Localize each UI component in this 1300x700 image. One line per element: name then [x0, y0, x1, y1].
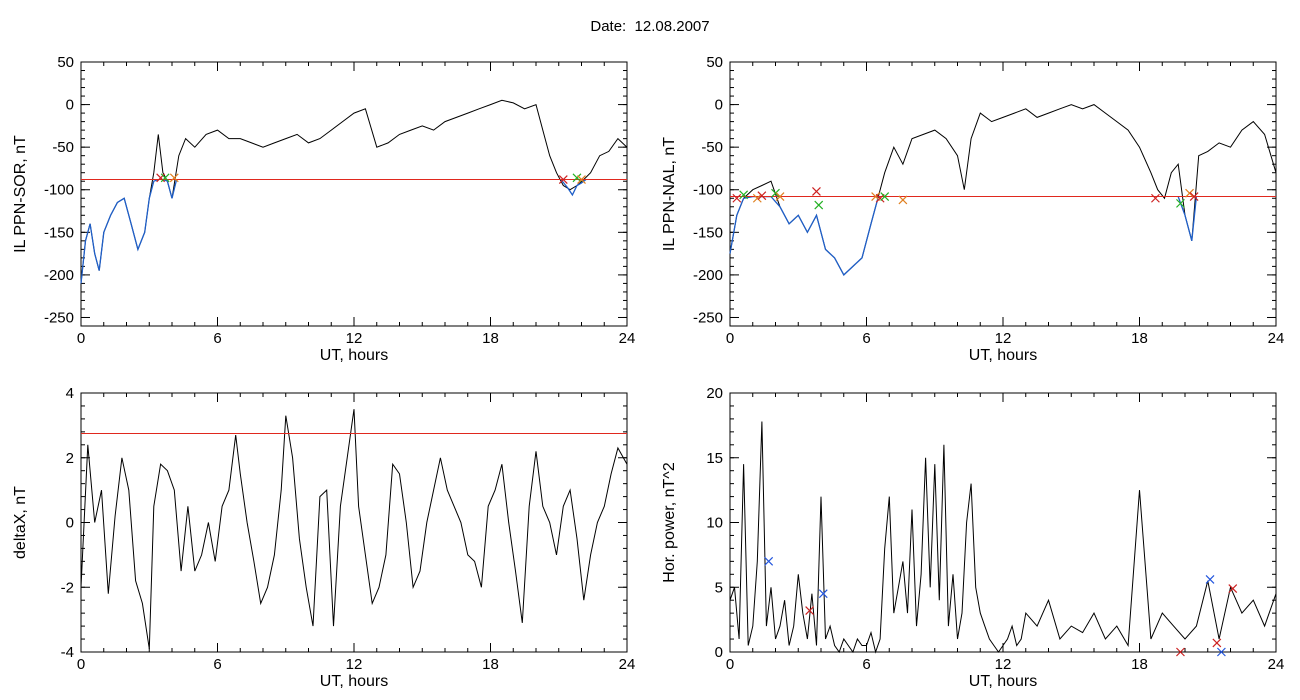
- panel-1-trace-line: [80, 99, 628, 284]
- panel-4-event-marker: [805, 606, 815, 615]
- panel-3-xtick-label: 18: [482, 656, 499, 673]
- panel-3-trace-line: [80, 409, 628, 649]
- panel-4-event-marker: [1176, 647, 1185, 657]
- panel-3-ytick-label: 0: [66, 515, 74, 532]
- panel-2-event-marker: [1189, 192, 1199, 201]
- panel-1-ytick-label: -100: [44, 182, 74, 199]
- panel-2-ytick-label: -250: [693, 309, 723, 326]
- panel-2-event-marker: [871, 192, 881, 201]
- page-title: Date: 12.08.2007: [590, 18, 710, 35]
- panel-4-xtick-label: 0: [726, 656, 734, 673]
- panel-1-ytick-label: 0: [66, 97, 74, 114]
- panel-2-ytick-label: -150: [693, 224, 723, 241]
- panel-2-event-marker: [771, 188, 780, 198]
- panel-2-event-marker: [732, 193, 742, 203]
- panel-4-event-marker: [1212, 638, 1222, 648]
- panel-3-frame: [80, 392, 628, 653]
- panel-2-ytick-label: -100: [693, 182, 723, 199]
- panel-3-xtick-label: 6: [213, 656, 221, 673]
- panel-2-xlabel: UT, hours: [969, 347, 1037, 364]
- panel-4-xlabel: UT, hours: [969, 673, 1037, 690]
- panel-2-event-marker: [1185, 188, 1194, 198]
- panel-2-xtick-label: 0: [726, 330, 734, 347]
- panel-1-xlabel: UT, hours: [320, 347, 388, 364]
- panel-4-event-marker: [1228, 584, 1238, 593]
- panel-4-xtick-label: 18: [1131, 656, 1148, 673]
- panel-1-event-marker: [160, 173, 170, 183]
- panel-3-ytick-label: 2: [66, 450, 74, 467]
- panel-2-xtick-label: 6: [862, 330, 870, 347]
- panel-3-ytick-label: 4: [66, 385, 74, 402]
- panel-1-xtick-label: 18: [482, 330, 499, 347]
- panel-2-ytick-label: -200: [693, 267, 723, 284]
- panel-4-xtick-label: 12: [995, 656, 1012, 673]
- panel-2-event-marker: [898, 195, 908, 205]
- panel-1-xtick-label: 12: [346, 330, 363, 347]
- panel-4-ytick-label: 10: [706, 515, 723, 532]
- panel-1-ytick-label: -250: [44, 309, 74, 326]
- panel-2-event-marker: [775, 192, 785, 201]
- panel-2-event-marker: [757, 191, 767, 201]
- panel-4-event-marker: [1205, 575, 1215, 584]
- panel-1-frame: [80, 61, 628, 327]
- panel-3-ylabel: deltaX, nT: [12, 486, 29, 559]
- panel-2-event-marker: [752, 193, 762, 203]
- panel-4-ytick-label: 15: [706, 450, 723, 467]
- panel-2-ylabel: IL PPN-NAL, nT: [661, 137, 678, 251]
- panel-4-ytick-label: 5: [715, 579, 723, 596]
- panel-1-event-marker: [577, 175, 586, 184]
- panel-1-xtick-label: 0: [77, 330, 85, 347]
- panel-4-ytick-label: 0: [715, 644, 723, 661]
- panel-4-trace-line: [729, 421, 1277, 654]
- panel-2-event-marker: [880, 192, 890, 201]
- panel-3-xlabel: UT, hours: [320, 673, 388, 690]
- panel-2-ytick-label: 50: [706, 54, 723, 71]
- panel-2-xtick-label: 12: [995, 330, 1012, 347]
- panel-1-ylabel: IL PPN-SOR, nT: [12, 135, 29, 253]
- panel-2-event-marker: [1176, 198, 1185, 208]
- panel-2-xtick-label: 24: [1268, 330, 1285, 347]
- panel-2-frame: [729, 61, 1277, 327]
- panel-2-event-marker: [812, 187, 821, 196]
- panel-4-xtick-label: 6: [862, 656, 870, 673]
- panel-3-ytick-label: -2: [61, 579, 74, 596]
- panel-1-event-trace-line: [560, 178, 587, 197]
- panel-1-xtick-label: 6: [213, 330, 221, 347]
- panel-3-ytick-label: -4: [61, 644, 74, 661]
- panel-1-event-marker: [558, 175, 568, 184]
- panel-2-xtick-label: 18: [1131, 330, 1148, 347]
- panel-1-event-trace-line: [80, 178, 159, 284]
- panel-4-event-marker: [1216, 647, 1226, 657]
- panel-1-event-marker: [572, 173, 582, 183]
- panel-2-ytick-label: 0: [715, 97, 723, 114]
- panel-4-ylabel: Hor. power, nT^2: [661, 462, 678, 583]
- panel-2-event-marker: [1151, 193, 1160, 203]
- panel-4-xtick-label: 24: [1268, 656, 1285, 673]
- panel-1-xtick-label: 24: [619, 330, 636, 347]
- panel-1-event-trace-line: [162, 178, 178, 199]
- panel-4-event-marker: [818, 589, 828, 599]
- panel-3-xtick-label: 0: [77, 656, 85, 673]
- panel-1-ytick-label: 50: [57, 54, 74, 71]
- panel-1-event-marker: [156, 173, 166, 183]
- panel-2-event-trace-line: [1177, 196, 1198, 241]
- panel-2-ytick-label: -50: [701, 139, 723, 156]
- panel-2-event-marker: [814, 200, 824, 210]
- panel-4-event-marker: [764, 556, 774, 566]
- panel-1-event-marker: [169, 173, 179, 183]
- panel-1-ytick-label: -200: [44, 267, 74, 284]
- panel-2-event-marker: [739, 190, 749, 200]
- panel-4-ytick-label: 20: [706, 385, 723, 402]
- panel-2-event-trace-line: [729, 195, 879, 276]
- panel-1-ytick-label: -150: [44, 224, 74, 241]
- panel-3-xtick-label: 12: [346, 656, 363, 673]
- panel-2-event-marker: [875, 193, 885, 203]
- panel-3-xtick-label: 24: [619, 656, 636, 673]
- panel-1-ytick-label: -50: [52, 139, 74, 156]
- panel-2-trace-line: [729, 104, 1277, 276]
